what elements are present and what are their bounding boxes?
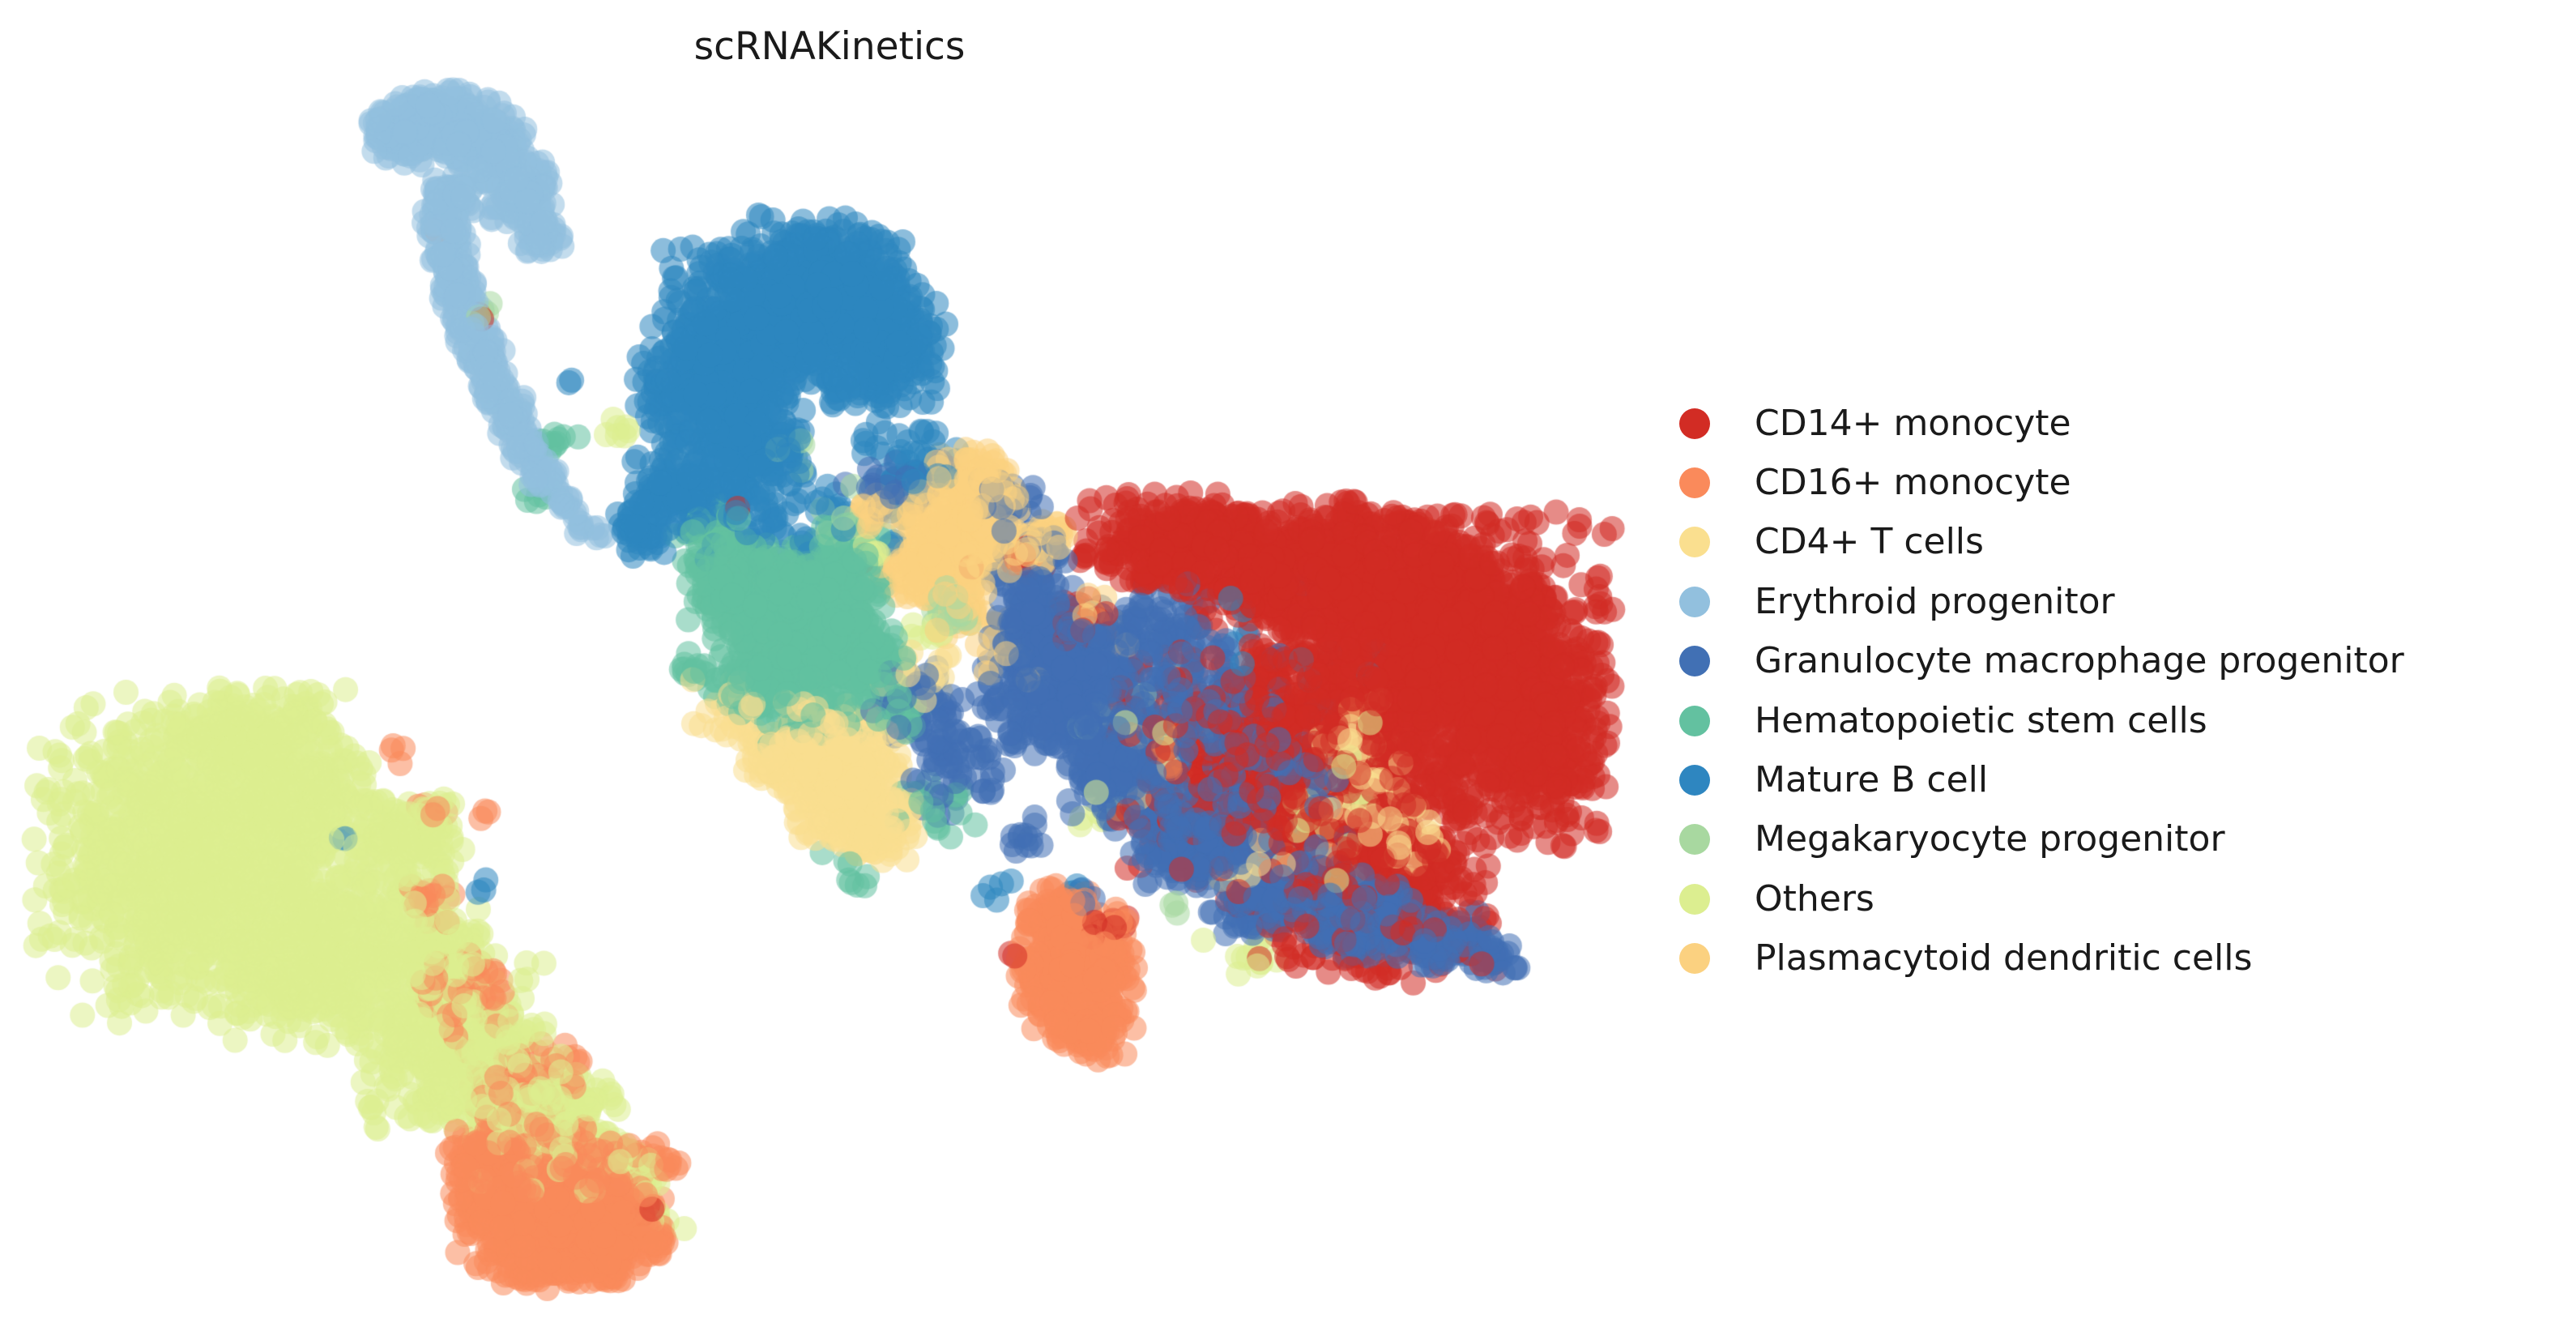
legend: CD14+ monocyte CD16+ monocyte CD4+ T cel… bbox=[1679, 394, 2404, 988]
legend-marker-icon bbox=[1679, 586, 1710, 617]
legend-label: CD16+ monocyte bbox=[1755, 462, 2071, 504]
legend-label: Erythroid progenitor bbox=[1755, 580, 2115, 622]
legend-label: Others bbox=[1755, 877, 1874, 920]
legend-marker-icon bbox=[1679, 943, 1710, 975]
legend-label: Megakaryocyte progenitor bbox=[1755, 818, 2225, 860]
legend-item: Granulocyte macrophage progenitor bbox=[1679, 632, 2404, 691]
legend-item: Hematopoietic stem cells bbox=[1679, 691, 2404, 750]
legend-item: Others bbox=[1679, 869, 2404, 928]
legend-marker-icon bbox=[1679, 824, 1710, 856]
legend-marker-icon bbox=[1679, 765, 1710, 796]
plot-title: scRNAKinetics bbox=[693, 24, 966, 69]
legend-label: Mature B cell bbox=[1755, 759, 1989, 801]
legend-marker-icon bbox=[1679, 408, 1710, 439]
legend-label: Granulocyte macrophage progenitor bbox=[1755, 640, 2404, 682]
legend-marker-icon bbox=[1679, 883, 1710, 915]
legend-label: CD4+ T cells bbox=[1755, 521, 1984, 563]
legend-label: Plasmacytoid dendritic cells bbox=[1755, 937, 2253, 979]
legend-item: Megakaryocyte progenitor bbox=[1679, 810, 2404, 869]
legend-label: CD14+ monocyte bbox=[1755, 402, 2071, 444]
legend-marker-icon bbox=[1679, 705, 1710, 736]
legend-marker-icon bbox=[1679, 467, 1710, 499]
legend-label: Hematopoietic stem cells bbox=[1755, 699, 2207, 741]
legend-item: CD16+ monocyte bbox=[1679, 453, 2404, 512]
legend-item: Plasmacytoid dendritic cells bbox=[1679, 929, 2404, 988]
legend-item: Mature B cell bbox=[1679, 750, 2404, 809]
legend-marker-icon bbox=[1679, 527, 1710, 558]
legend-item: CD4+ T cells bbox=[1679, 513, 2404, 572]
legend-item: Erythroid progenitor bbox=[1679, 572, 2404, 631]
legend-marker-icon bbox=[1679, 646, 1710, 677]
legend-item: CD14+ monocyte bbox=[1679, 394, 2404, 453]
